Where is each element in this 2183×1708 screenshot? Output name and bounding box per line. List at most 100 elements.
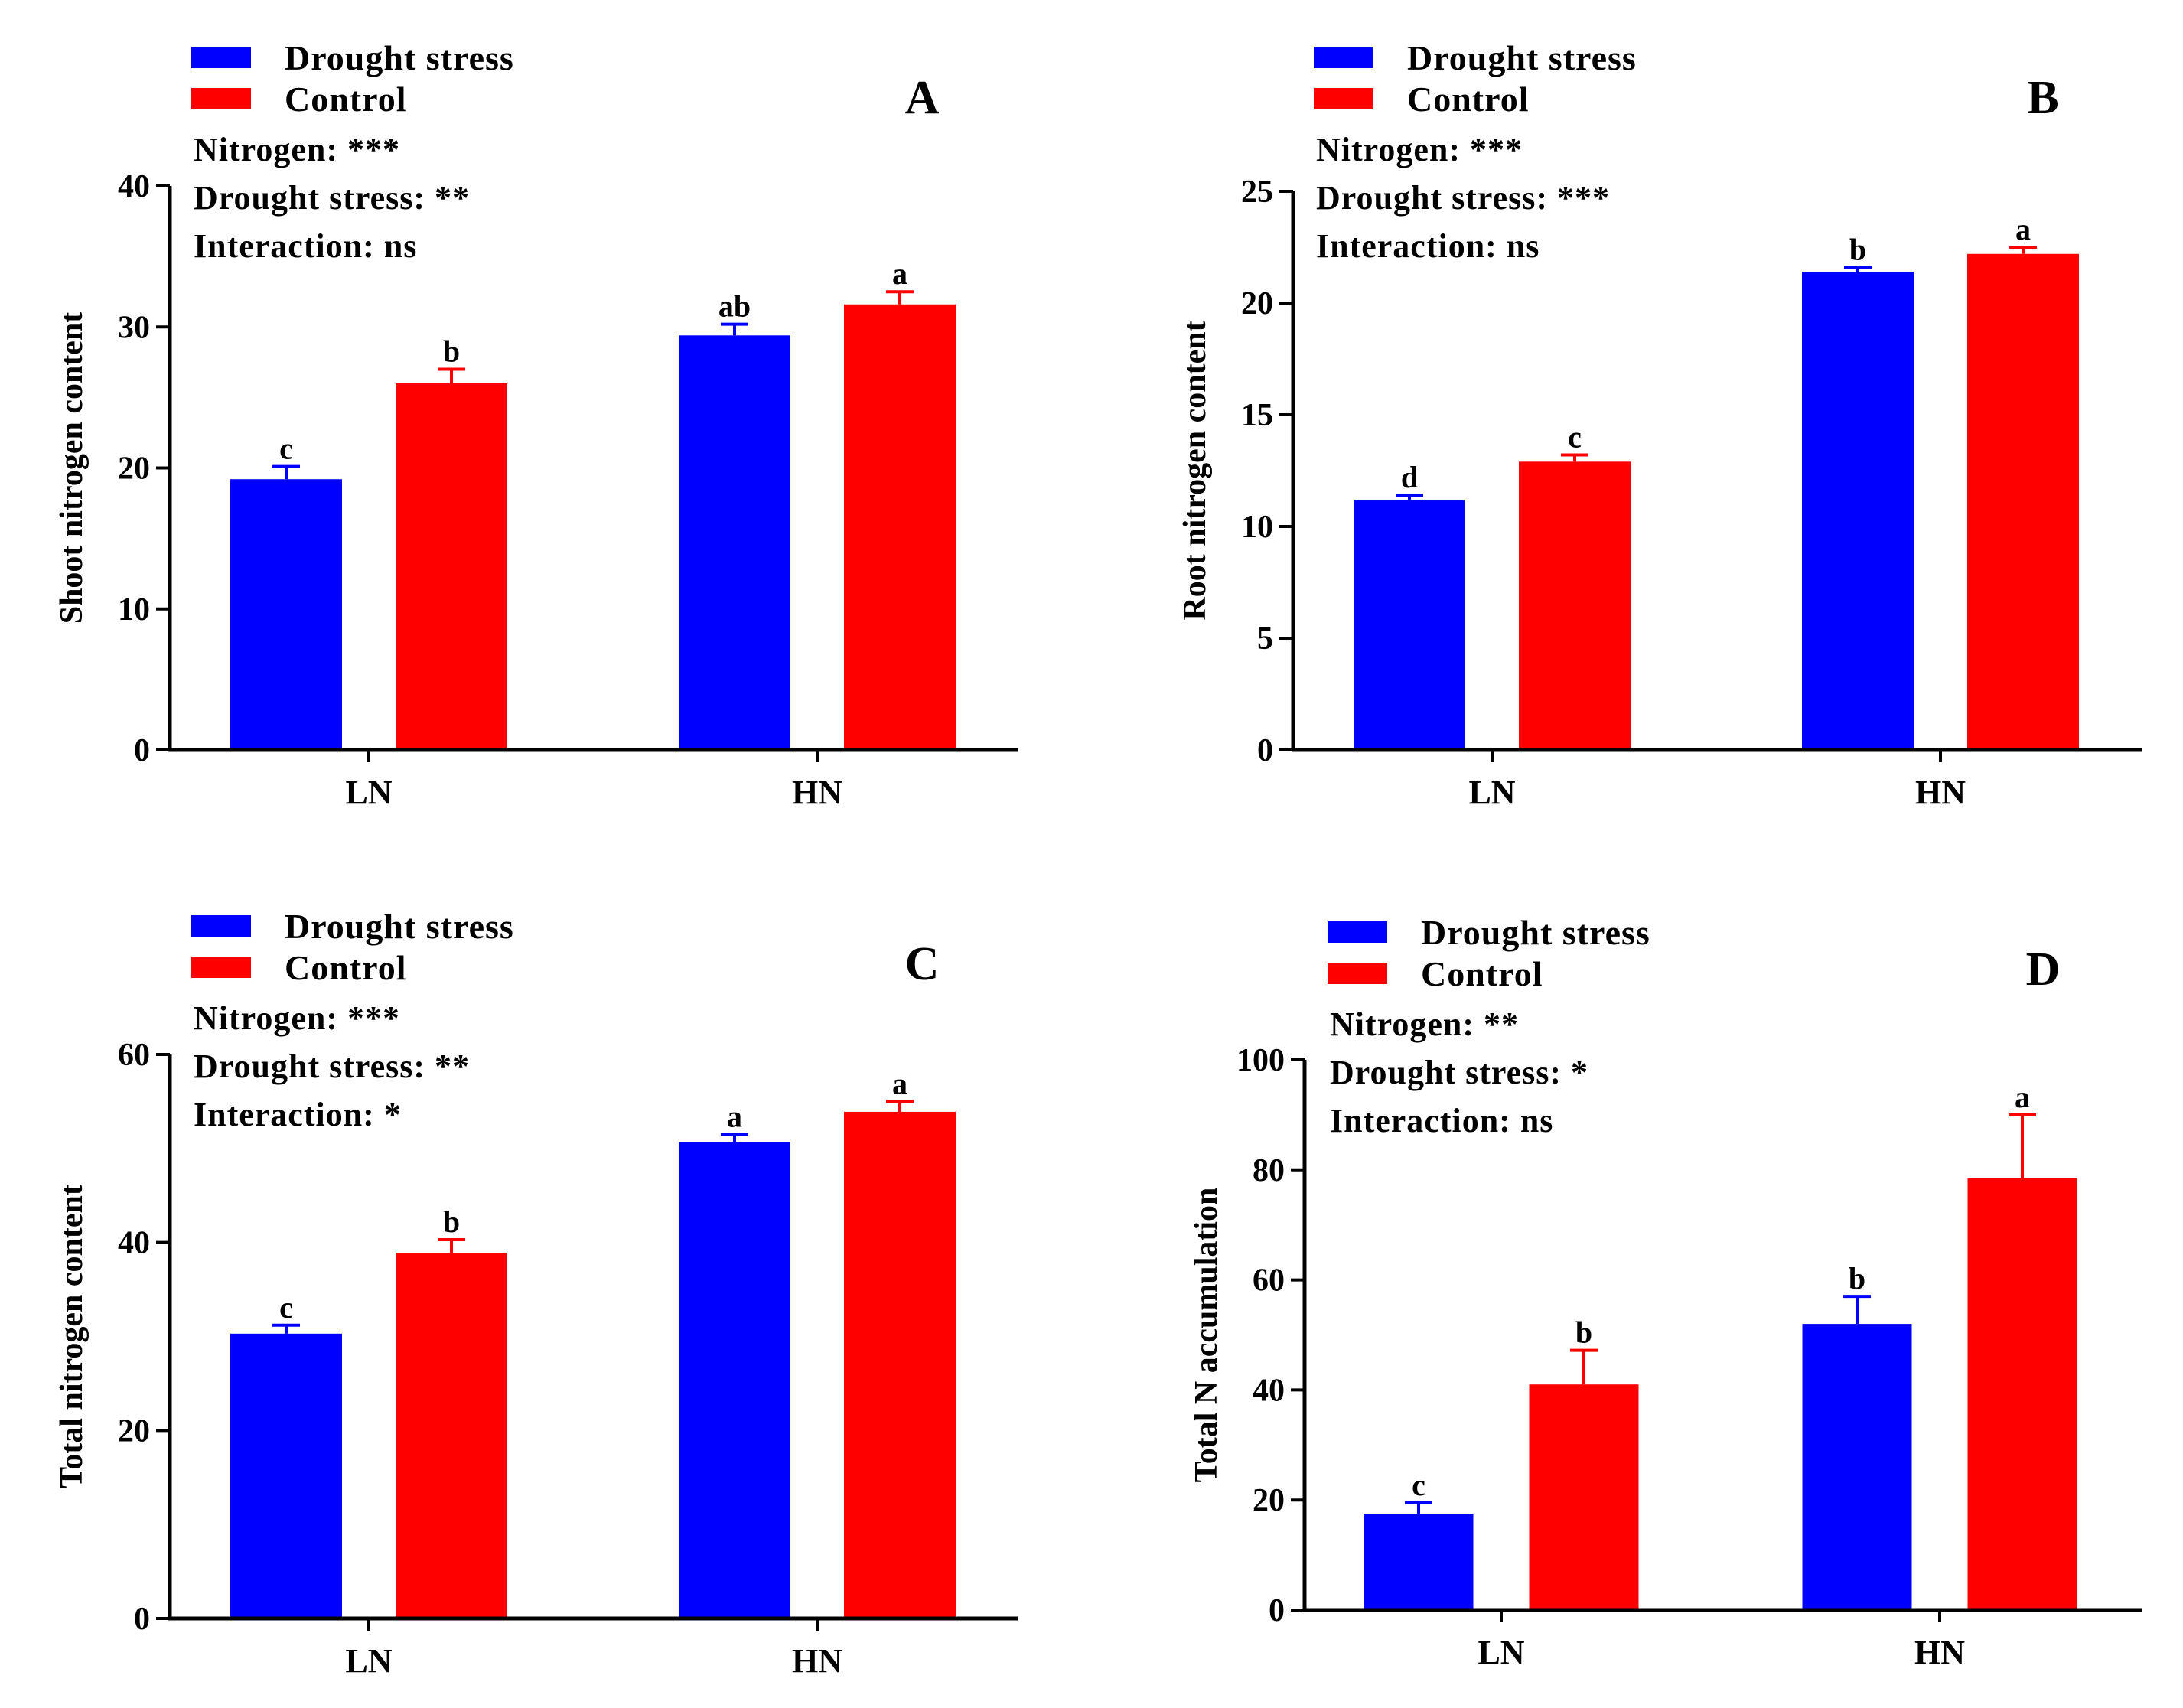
bar-drought-hn — [679, 1142, 790, 1618]
y-tick-label: 0 — [1269, 1593, 1285, 1628]
bar-drought-ln — [230, 479, 342, 750]
y-tick-label: 5 — [1257, 621, 1273, 657]
stats-line: Interaction: ns — [1330, 1102, 1553, 1139]
bar-control-ln — [1519, 461, 1631, 750]
stats-line: Drought stress: ** — [194, 1048, 470, 1085]
stats-line: Nitrogen: *** — [1316, 131, 1523, 168]
bar-control-hn — [844, 304, 956, 750]
x-tick-label: HN — [1914, 1634, 1965, 1671]
legend-swatch-drought — [1328, 921, 1387, 943]
legend-label-drought: Drought stress — [285, 38, 514, 77]
legend-swatch-drought — [191, 47, 251, 68]
significance-letter: a — [2015, 1080, 2030, 1114]
stats-line: Drought stress: ** — [194, 179, 470, 217]
x-tick-label: HN — [792, 1642, 842, 1680]
x-tick-label: LN — [345, 774, 392, 811]
y-tick-label: 60 — [118, 1038, 150, 1073]
legend-swatch-control — [1314, 88, 1373, 109]
legend-swatch-drought — [1314, 47, 1373, 68]
significance-letter: b — [1849, 1261, 1865, 1296]
stats-line: Drought stress: * — [1330, 1054, 1588, 1091]
legend-label-control: Control — [1407, 80, 1530, 119]
bar-control-ln — [396, 383, 507, 750]
y-tick-label: 20 — [118, 1413, 150, 1449]
stats-line: Nitrogen: ** — [1330, 1006, 1519, 1043]
stats-line: Interaction: * — [194, 1096, 402, 1133]
significance-letter: ab — [718, 289, 751, 324]
y-tick-label: 20 — [1253, 1483, 1285, 1518]
significance-letter: a — [2015, 212, 2031, 246]
y-tick-label: 40 — [118, 1226, 150, 1261]
stats-line: Interaction: ns — [194, 227, 417, 265]
x-tick-label: LN — [345, 1642, 392, 1680]
x-tick-label: HN — [792, 774, 842, 811]
bar-control-hn — [1967, 253, 2079, 750]
bar-drought-ln — [230, 1333, 342, 1618]
significance-letter: c — [1412, 1468, 1425, 1502]
y-tick-label: 100 — [1236, 1043, 1285, 1078]
x-tick-label: LN — [1478, 1634, 1524, 1671]
significance-letter: c — [1568, 420, 1582, 455]
significance-letter: b — [1849, 232, 1866, 266]
x-tick-label: LN — [1468, 774, 1515, 811]
panel-letter: D — [2026, 944, 2061, 996]
y-tick-label: 40 — [118, 169, 150, 204]
significance-letter: a — [892, 256, 907, 291]
significance-letter: b — [443, 1204, 460, 1239]
legend-label-control: Control — [285, 80, 407, 119]
significance-letter: d — [1401, 460, 1418, 494]
bar-drought-ln — [1364, 1514, 1474, 1610]
y-tick-label: 60 — [1253, 1263, 1285, 1299]
significance-letter: a — [892, 1066, 907, 1100]
y-tick-label: 30 — [118, 310, 150, 345]
significance-letter: a — [727, 1099, 742, 1133]
y-tick-label: 0 — [134, 733, 150, 768]
significance-letter: b — [1575, 1315, 1592, 1350]
legend-swatch-drought — [191, 915, 251, 937]
stats-line: Drought stress: *** — [1316, 179, 1610, 217]
panel-letter: B — [2027, 72, 2058, 124]
legend-swatch-control — [191, 957, 251, 978]
y-tick-label: 10 — [118, 592, 150, 627]
panel-letter: A — [905, 72, 940, 124]
stats-line: Interaction: ns — [1316, 227, 1540, 265]
y-tick-label: 80 — [1253, 1153, 1285, 1188]
bar-drought-hn — [1802, 1324, 1912, 1610]
legend-label-drought: Drought stress — [1421, 913, 1650, 952]
y-axis-label: Total N accumulation — [1189, 1188, 1224, 1483]
bar-control-ln — [1529, 1384, 1639, 1610]
panel-letter: C — [905, 938, 940, 990]
legend-label-control: Control — [285, 948, 407, 987]
bar-control-hn — [1967, 1178, 2077, 1610]
legend-label-drought: Drought stress — [1407, 38, 1637, 77]
y-tick-label: 15 — [1241, 398, 1273, 433]
y-axis-label: Root nitrogen content — [1178, 321, 1213, 620]
x-tick-label: HN — [1915, 774, 1966, 811]
bar-drought-ln — [1354, 499, 1465, 750]
y-axis-label: Total nitrogen content — [54, 1185, 90, 1488]
y-tick-label: 40 — [1253, 1373, 1285, 1408]
y-tick-label: 25 — [1241, 174, 1273, 210]
y-tick-label: 20 — [1241, 286, 1273, 321]
legend-swatch-control — [191, 88, 251, 109]
legend-label-control: Control — [1421, 954, 1543, 993]
y-tick-label: 10 — [1241, 510, 1273, 545]
bar-drought-hn — [679, 335, 790, 750]
y-tick-label: 0 — [134, 1602, 150, 1637]
significance-letter: c — [279, 1290, 293, 1325]
significance-letter: c — [279, 432, 293, 466]
y-axis-label: Shoot nitrogen content — [54, 312, 90, 624]
stats-line: Nitrogen: *** — [194, 999, 400, 1037]
bar-drought-hn — [1802, 272, 1914, 750]
y-tick-label: 0 — [1257, 733, 1273, 768]
bar-control-hn — [844, 1111, 956, 1618]
stats-line: Nitrogen: *** — [194, 131, 400, 168]
y-tick-label: 20 — [118, 451, 150, 487]
significance-letter: b — [443, 334, 460, 369]
legend-swatch-control — [1328, 963, 1387, 984]
legend-label-drought: Drought stress — [285, 907, 514, 946]
